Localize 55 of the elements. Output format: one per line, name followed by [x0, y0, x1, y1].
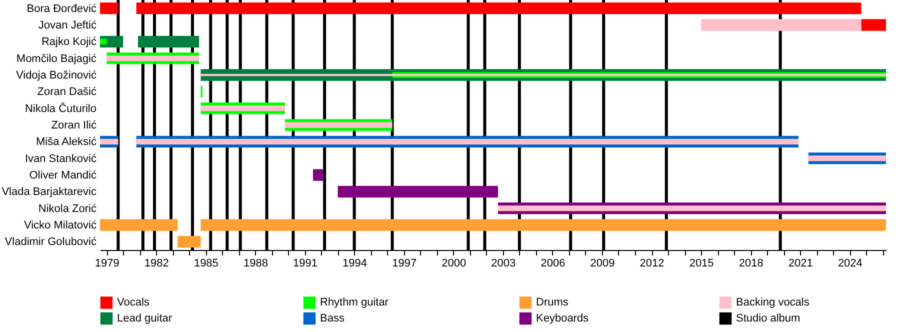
- x-tick-label: 2012: [640, 258, 664, 270]
- bar: [338, 186, 498, 198]
- bar: [808, 156, 886, 162]
- y-tick-label: Momčilo Bajagić: [16, 52, 97, 65]
- legend-label: Rhythm guitar: [320, 296, 389, 309]
- x-tick-label: 1988: [243, 258, 268, 270]
- legend-label: Backing vocals: [736, 296, 810, 309]
- bar: [284, 122, 392, 128]
- y-tick-label: Rajko Kojić: [41, 36, 97, 48]
- x-tick-label: 1979: [94, 258, 120, 270]
- x-tick-label: 2024: [838, 258, 862, 270]
- bar: [178, 236, 201, 248]
- y-tick-label: Vladimir Golubović: [4, 236, 97, 248]
- legend-label: Keyboards: [536, 312, 590, 324]
- legend-label: Studio album: [736, 312, 800, 324]
- y-tick-label: Vlada Barjaktarevic: [2, 186, 97, 198]
- y-tick-label: Vidoja Božinović: [16, 70, 97, 82]
- bar: [100, 2, 118, 14]
- legend-label: Drums: [536, 296, 569, 309]
- bar: [100, 219, 178, 231]
- bar: [200, 106, 285, 112]
- y-tick-label: Vicko Milatović: [24, 220, 97, 232]
- bar: [100, 138, 118, 144]
- x-tick-label: 2009: [590, 258, 615, 270]
- x-tick-label: 2003: [491, 258, 516, 270]
- bar: [136, 2, 862, 14]
- x-tick-label: 1994: [342, 258, 368, 270]
- x-tick-label: 1991: [293, 258, 318, 270]
- legend-label: Lead guitar: [117, 312, 172, 324]
- x-tick-label: 1997: [392, 258, 417, 270]
- bar: [313, 169, 323, 181]
- y-tick-label: Jovan Jeftić: [38, 20, 97, 32]
- y-tick-label: Nikola Čuturilo: [24, 102, 96, 115]
- x-tick-label: 2000: [442, 258, 466, 270]
- x-tick-label: 1982: [144, 258, 169, 270]
- bar: [136, 138, 798, 144]
- bar: [861, 19, 886, 31]
- x-tick-label: 2018: [738, 258, 764, 270]
- bar: [498, 206, 886, 212]
- y-tick-label: Nikola Zorić: [38, 202, 97, 215]
- y-tick-label: Zoran Dašić: [37, 86, 97, 98]
- x-tick-label: 2015: [689, 258, 714, 270]
- y-tick-label: Oliver Mandić: [29, 170, 97, 182]
- y-tick-label: Bora Đorđević: [26, 2, 97, 15]
- bar: [138, 36, 200, 48]
- legend-label: Bass: [320, 312, 345, 324]
- bar: [106, 56, 200, 62]
- y-tick-label: Miša Aleksić: [36, 136, 97, 148]
- x-tick-label: 2006: [540, 258, 566, 270]
- legend-label: Vocals: [117, 296, 150, 309]
- y-tick-label: Ivan Stanković: [24, 152, 97, 165]
- x-tick-label: 2021: [788, 258, 813, 270]
- bar: [200, 219, 886, 231]
- x-tick-label: 1985: [194, 258, 218, 270]
- y-tick-label: Zoran Ilić: [51, 120, 97, 132]
